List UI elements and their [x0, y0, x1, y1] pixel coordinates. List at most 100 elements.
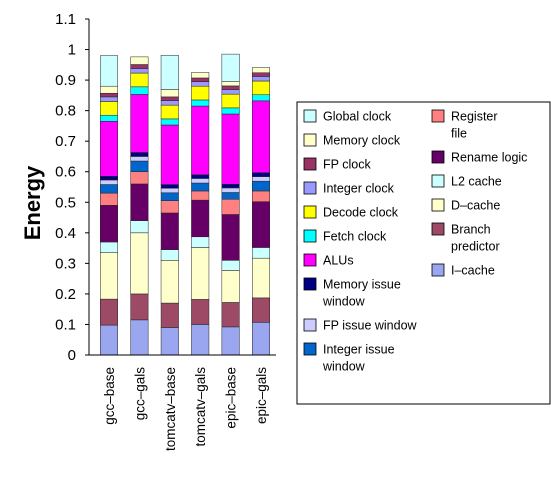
bar-segment-decode-clock-epic-base: [221, 93, 240, 109]
bar-segment-register-file-tomcatv-base: [160, 200, 179, 214]
bar-segment-integer-issue-window-tomcatv-gals: [191, 182, 210, 192]
bar-segment-branch-predictor-gcc-base: [100, 298, 118, 326]
bar-segment-d-cache-gcc-base: [100, 252, 118, 300]
x-tick-label: gcc–base: [102, 367, 117, 425]
legend-swatch-branch-predictor: [431, 222, 445, 236]
y-tick-label: 0.7: [55, 133, 76, 150]
bar-segment-memory-issue-window-gcc-gals: [130, 152, 149, 157]
bar-segment-memory-clock-tomcatv-base: [160, 89, 179, 98]
y-tick-label: 0.2: [55, 286, 76, 303]
bar-segment-register-file-epic-gals: [252, 190, 270, 202]
bar-segment-l2-cache-epic-base: [221, 260, 240, 271]
bar-segment-memory-issue-window-epic-gals: [252, 172, 270, 177]
legend-swatch-rename-logic: [431, 150, 445, 164]
bar-segment-d-cache-gcc-gals: [130, 232, 149, 295]
bar-segment-decode-clock-tomcatv-base: [160, 104, 179, 120]
bar-segment-decode-clock-gcc-base: [100, 101, 118, 116]
bar-segment-integer-clock-gcc-gals: [130, 68, 149, 74]
legend-label-fp-clock: FP clock: [323, 158, 371, 172]
legend-label-memory-issue-window: Memory issue window: [322, 278, 401, 309]
bar-segment-branch-predictor-epic-base: [221, 302, 240, 328]
y-tick-label: 0.4: [55, 225, 76, 242]
bar-segment-l2-cache-gcc-gals: [130, 220, 149, 234]
bar-segment-i-cache-gcc-base: [100, 324, 118, 356]
legend-swatch-l2-cache: [431, 174, 445, 188]
legend-swatch-fetch-clock: [303, 229, 317, 243]
bar-segment-integer-issue-window-epic-base: [221, 192, 240, 200]
bar-segment-branch-predictor-tomcatv-gals: [191, 299, 210, 325]
bar-segment-register-file-gcc-gals: [130, 171, 149, 185]
bar-segment-d-cache-epic-gals: [252, 257, 270, 299]
y-axis-title: Energy: [20, 165, 45, 240]
bar-segment-rename-logic-gcc-base: [100, 205, 118, 243]
bar-segment-rename-logic-tomcatv-base: [160, 212, 179, 250]
bar-segment-i-cache-gcc-gals: [130, 319, 149, 356]
bar-segment-fp-clock-epic-base: [221, 85, 240, 90]
bar-segment-rename-logic-epic-gals: [252, 201, 270, 248]
legend-swatch-i-cache: [431, 263, 445, 277]
x-tick-label: epic–gals: [254, 367, 269, 424]
legend-swatch-fp-issue-window: [303, 318, 317, 332]
bar-segment-integer-clock-epic-gals: [252, 76, 270, 82]
bar-segment-i-cache-epic-gals: [252, 322, 270, 356]
bar-segment-memory-clock-tomcatv-gals: [191, 72, 210, 79]
bar-segment-fp-clock-epic-gals: [252, 72, 270, 77]
legend-swatch-alus: [303, 253, 317, 267]
bar-segment-memory-issue-window-gcc-base: [100, 176, 118, 181]
bar-segment-alus-tomcatv-base: [160, 124, 179, 185]
y-tick-label: 0.6: [55, 164, 76, 181]
bar-segment-alus-gcc-base: [100, 121, 118, 177]
bar-segment-fetch-clock-gcc-gals: [130, 86, 149, 95]
y-tick-label: 1.1: [55, 11, 76, 28]
legend-swatch-fp-clock: [303, 157, 317, 171]
y-tick-label: 0.5: [55, 194, 76, 211]
bar-segment-memory-clock-gcc-gals: [130, 56, 149, 65]
legend-swatch-decode-clock: [303, 205, 317, 219]
legend-label-alus: ALUs: [323, 254, 354, 268]
bar-segment-l2-cache-tomcatv-base: [160, 249, 179, 261]
bar-segment-l2-cache-gcc-base: [100, 241, 118, 253]
bar-segment-fp-issue-window-gcc-base: [100, 179, 118, 185]
bar-segment-branch-predictor-gcc-gals: [130, 293, 149, 321]
legend-label-l2-cache: L2 cache: [451, 175, 502, 189]
y-tick-label: 0.9: [55, 72, 76, 89]
legend-swatch-global-clock: [303, 109, 317, 123]
bar-segment-alus-epic-base: [221, 113, 240, 185]
bar-segment-branch-predictor-epic-gals: [252, 297, 270, 323]
bar-segment-fp-clock-tomcatv-gals: [191, 77, 210, 82]
bar-segment-register-file-tomcatv-gals: [191, 190, 210, 201]
bar-segment-fetch-clock-tomcatv-gals: [191, 99, 210, 107]
x-tick-label: tomcatv–gals: [193, 367, 208, 447]
y-tick-label: 0.8: [55, 103, 76, 120]
bar-segment-integer-clock-epic-base: [221, 89, 240, 95]
y-tick-label: 1: [68, 42, 76, 59]
legend-label-integer-clock: Integer clock: [323, 182, 395, 196]
bar-segment-fetch-clock-epic-base: [221, 107, 240, 115]
legend-label-memory-clock: Memory clock: [323, 134, 401, 148]
x-tick-label: epic–base: [224, 367, 239, 429]
bar-segment-register-file-gcc-base: [100, 192, 118, 206]
plot-area: gcc–base gcc–gals tomcatv–base tomcatv–gals…: [55, 11, 276, 451]
bar-segment-memory-clock-epic-base: [221, 81, 240, 87]
bar-segment-rename-logic-epic-base: [221, 214, 240, 261]
bar-segment-integer-issue-window-epic-gals: [252, 180, 270, 192]
x-tick-label: gcc–gals: [132, 367, 147, 421]
bar-segment-integer-clock-tomcatv-gals: [191, 81, 210, 87]
bar-segment-register-file-epic-base: [221, 198, 240, 215]
bar-segment-i-cache-tomcatv-gals: [191, 324, 210, 356]
bar-segment-rename-logic-gcc-gals: [130, 183, 149, 221]
legend-label-fp-issue-window: FP issue window: [323, 319, 418, 333]
legend-swatch-d-cache: [431, 198, 445, 212]
legend-swatch-memory-issue-window: [303, 277, 317, 291]
y-axis-title-group: Energy: [20, 165, 45, 240]
bar-segment-d-cache-tomcatv-base: [160, 260, 179, 304]
bar-segment-d-cache-tomcatv-gals: [191, 247, 210, 300]
bar-segment-i-cache-tomcatv-base: [160, 327, 179, 356]
bar-segment-integer-clock-tomcatv-base: [160, 100, 179, 106]
bar-segment-memory-clock-gcc-base: [100, 85, 118, 94]
bar-segment-global-clock-epic-base: [221, 53, 240, 82]
bar-segment-alus-tomcatv-gals: [191, 105, 210, 176]
bar-segment-i-cache-epic-base: [221, 326, 240, 356]
bar-segment-branch-predictor-tomcatv-base: [160, 302, 179, 328]
